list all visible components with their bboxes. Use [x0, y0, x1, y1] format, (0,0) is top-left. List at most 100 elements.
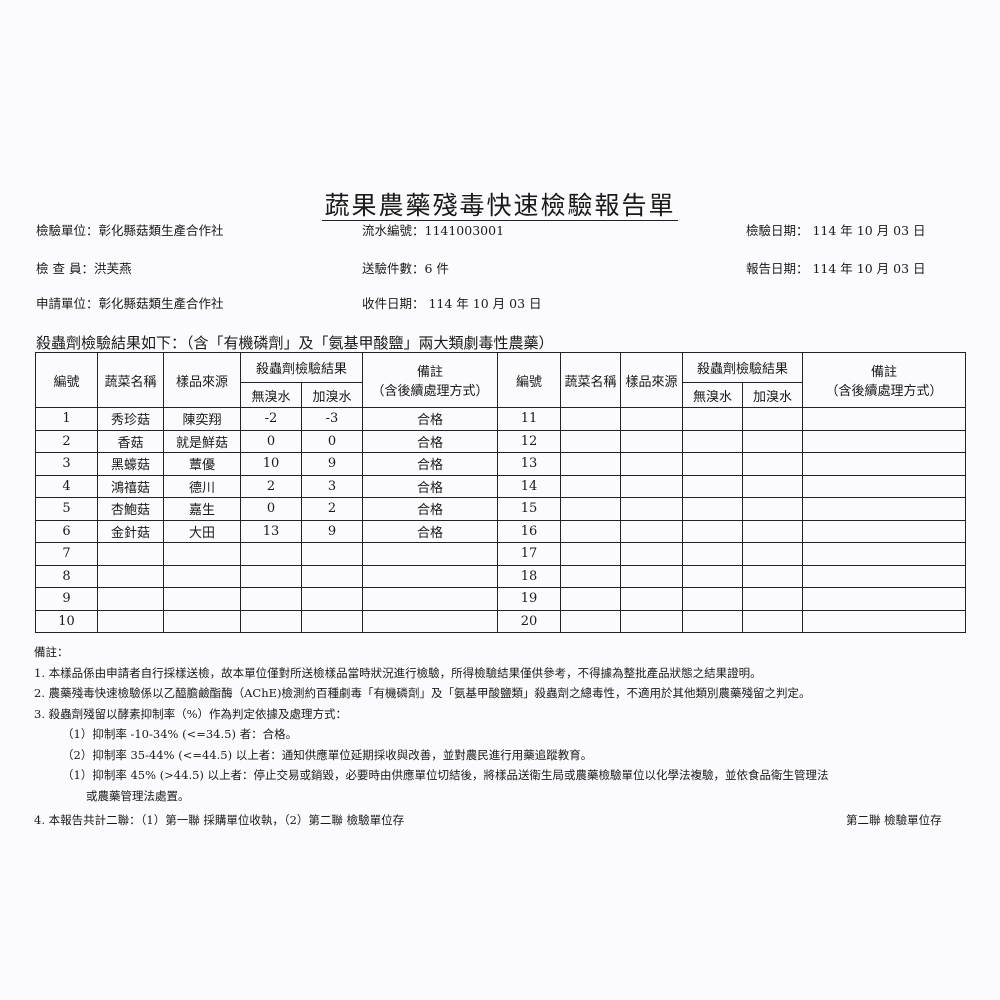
cell-no-right: 20 [497, 609, 561, 633]
cell-source: 蕈優 [163, 452, 241, 476]
header-with-bromine-right: 加溴水 [742, 382, 803, 408]
cell-no: 10 [35, 609, 98, 633]
cell-no: 8 [35, 564, 98, 588]
cell-remark-right [802, 542, 966, 566]
cell-name-right [560, 587, 621, 611]
cell-no-bromine-right [682, 474, 743, 498]
cell-source-right [620, 474, 683, 498]
cell-with-bromine: 0 [301, 429, 363, 453]
note-3: 3. 殺蟲劑殘留以酵素抑制率（%）作為判定依據及處理方式： [34, 706, 348, 721]
cell-remark-right [802, 474, 966, 498]
cell-no-bromine: 13 [240, 519, 302, 543]
cell-no-right: 13 [497, 452, 561, 476]
cell-no-bromine-right [682, 609, 743, 633]
cell-name: 金針菇 [97, 519, 164, 543]
table-row: 4 鴻禧菇 德川 2 3 合格 14 [35, 474, 966, 498]
cell-no-bromine [240, 609, 302, 633]
cell-name-right [560, 542, 621, 566]
inspection-date: 檢驗日期： 114 年 10 月 03 日 [746, 223, 926, 238]
cell-source: 大田 [163, 519, 241, 543]
cell-no-right: 17 [497, 542, 561, 566]
table-row: 5 杏鮑菇 嘉生 0 2 合格 15 [35, 497, 966, 521]
table-row: 6 金針菇 大田 13 9 合格 16 [35, 519, 966, 543]
header-result-right: 殺蟲劑檢驗結果 [682, 352, 803, 383]
cell-no-bromine-right [682, 407, 743, 431]
cell-with-bromine-right [742, 474, 803, 498]
cell-source-right [620, 429, 683, 453]
cell-no-bromine [240, 542, 302, 566]
cell-no: 4 [35, 474, 98, 498]
cell-no-bromine: 0 [240, 429, 302, 453]
copy-label: 第二聯 檢驗單位存 [846, 813, 942, 827]
cell-remark: 合格 [362, 407, 498, 431]
header-no-right: 編號 [497, 352, 561, 408]
header-no-bromine-right: 無溴水 [682, 382, 743, 408]
remark-sub-label: （含後續處理方式） [825, 384, 943, 399]
inspector: 檢 查 員：洪芙燕 [36, 261, 132, 276]
remark-label: 備註 [870, 365, 897, 380]
cell-remark-right [802, 497, 966, 521]
cell-with-bromine: -3 [301, 407, 363, 431]
cell-remark-right [802, 407, 966, 431]
notes-label: 備註： [34, 645, 69, 659]
cell-no: 7 [35, 542, 98, 566]
cell-with-bromine [301, 542, 363, 566]
cell-no-bromine-right [682, 542, 743, 566]
note-2: 2. 農藥殘毒快速檢驗係以乙醯膽鹼酯酶（AChE)檢測約百種劇毒「有機磷劑」及「… [34, 686, 811, 700]
cell-remark [362, 564, 498, 588]
cell-source [163, 542, 241, 566]
note-3-2: （2）抑制率 35-44% (<=44.5) 以上者：通知供應單位延期採收與改善… [62, 747, 593, 762]
cell-source: 德川 [163, 474, 241, 498]
cell-with-bromine-right [742, 429, 803, 453]
inspection-unit: 檢驗單位：彰化縣菇類生產合作社 [36, 223, 224, 238]
cell-no-right: 19 [497, 587, 561, 611]
header-result: 殺蟲劑檢驗結果 [240, 352, 363, 383]
table-row: 1 秀珍菇 陳奕翔 -2 -3 合格 11 [35, 407, 966, 431]
table-row: 9 19 [35, 587, 966, 611]
notes: 備註： 1. 本樣品係由申請者自行採樣送檢，故本單位僅對所送檢樣品當時狀況進行檢… [34, 642, 829, 806]
cell-no-bromine: 0 [240, 497, 302, 521]
cell-name: 鴻禧菇 [97, 474, 164, 498]
cell-remark [362, 609, 498, 633]
cell-with-bromine-right [742, 519, 803, 543]
cell-no-bromine [240, 564, 302, 588]
cell-no-bromine: -2 [240, 407, 302, 431]
remark-sub-label: （含後續處理方式） [371, 384, 489, 399]
header-source-right: 樣品來源 [620, 352, 683, 408]
sample-count: 送驗件數：6 件 [362, 261, 449, 276]
cell-name [97, 564, 164, 588]
results-subtitle: 殺蟲劑檢驗結果如下：（含「有機磷劑」及「氨基甲酸鹽」兩大類劇毒性農藥） [36, 334, 554, 352]
cell-remark: 合格 [362, 452, 498, 476]
cell-remark-right [802, 564, 966, 588]
cell-name-right [560, 609, 621, 633]
cell-no: 3 [35, 452, 98, 476]
cell-source-right [620, 609, 683, 633]
cell-no: 2 [35, 429, 98, 453]
header-remark-right: 備註 （含後續處理方式） [802, 352, 966, 408]
cell-with-bromine-right [742, 497, 803, 521]
title-text: 蔬果農藥殘毒快速檢驗報告單 [322, 191, 678, 221]
cell-remark-right [802, 609, 966, 633]
table-row: 2 香菇 就是鮮菇 0 0 合格 12 [35, 429, 966, 453]
note-3-3-cont: 或農藥管理法處置。 [86, 788, 190, 803]
cell-remark [362, 542, 498, 566]
cell-no-bromine-right [682, 429, 743, 453]
note-4: 4. 本報告共計二聯：（1）第一聯 採購單位收執，（2）第二聯 檢驗單位存 [34, 813, 405, 827]
cell-source [163, 564, 241, 588]
cell-with-bromine [301, 564, 363, 588]
cell-name: 杏鮑菇 [97, 497, 164, 521]
cell-no-bromine-right [682, 497, 743, 521]
cell-name-right [560, 452, 621, 476]
table-row: 7 17 [35, 542, 966, 566]
cell-source-right [620, 519, 683, 543]
note-3-1: （1）抑制率 -10-34% (<=34.5) 者：合格。 [62, 727, 298, 741]
cell-no-right: 14 [497, 474, 561, 498]
note-1: 1. 本樣品係由申請者自行採樣送檢，故本單位僅對所送檢樣品當時狀況進行檢驗，所得… [34, 665, 762, 680]
cell-remark: 合格 [362, 519, 498, 543]
cell-name: 香菇 [97, 429, 164, 453]
table-row: 8 18 [35, 564, 966, 588]
header-remark: 備註 （含後續處理方式） [362, 352, 498, 408]
cell-remark: 合格 [362, 474, 498, 498]
cell-with-bromine-right [742, 609, 803, 633]
cell-no-bromine-right [682, 452, 743, 476]
